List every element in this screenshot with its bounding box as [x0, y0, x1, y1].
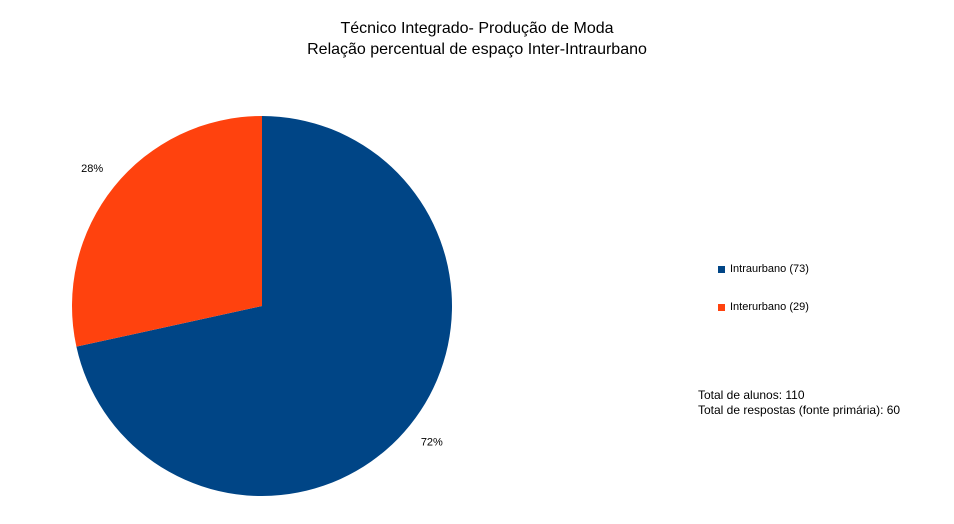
note-total-respostas: Total de respostas (fonte primária): 60 — [698, 403, 901, 417]
legend: Intraurbano (73) Interurbano (29) — [718, 262, 809, 338]
slice-percent-label: 72% — [421, 437, 443, 449]
legend-swatch — [718, 303, 725, 311]
legend-item: Intraurbano (73) — [718, 262, 809, 276]
pie-slice — [76, 116, 453, 496]
slice-percent-label: 28% — [81, 163, 103, 175]
pie-slice — [71, 116, 262, 347]
legend-item: Interurbano (29) — [718, 300, 809, 314]
chart-notes: Total de alunos: 110 Total de respostas … — [698, 388, 900, 418]
chart-subtitle: Relação percentual de espaço Inter-Intra… — [307, 41, 647, 58]
chart-title: Técnico Integrado- Produção de Moda — [340, 20, 614, 37]
note-total-alunos: Total de alunos: 110 — [698, 388, 805, 402]
legend-swatch — [718, 265, 725, 273]
legend-label: Interurbano (29) — [730, 301, 809, 313]
chart-title-block: Técnico Integrado- Produção de Moda Rela… — [0, 18, 954, 60]
legend-label: Intraurbano (73) — [730, 263, 809, 275]
